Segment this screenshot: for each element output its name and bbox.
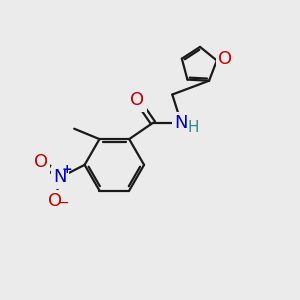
Text: O: O (34, 153, 48, 171)
Text: −: − (57, 196, 69, 210)
Text: O: O (48, 192, 62, 210)
Text: +: + (62, 164, 72, 176)
Text: O: O (218, 50, 232, 68)
Text: N: N (175, 114, 188, 132)
Text: O: O (130, 92, 145, 110)
Text: N: N (53, 168, 67, 186)
Text: H: H (188, 120, 200, 135)
